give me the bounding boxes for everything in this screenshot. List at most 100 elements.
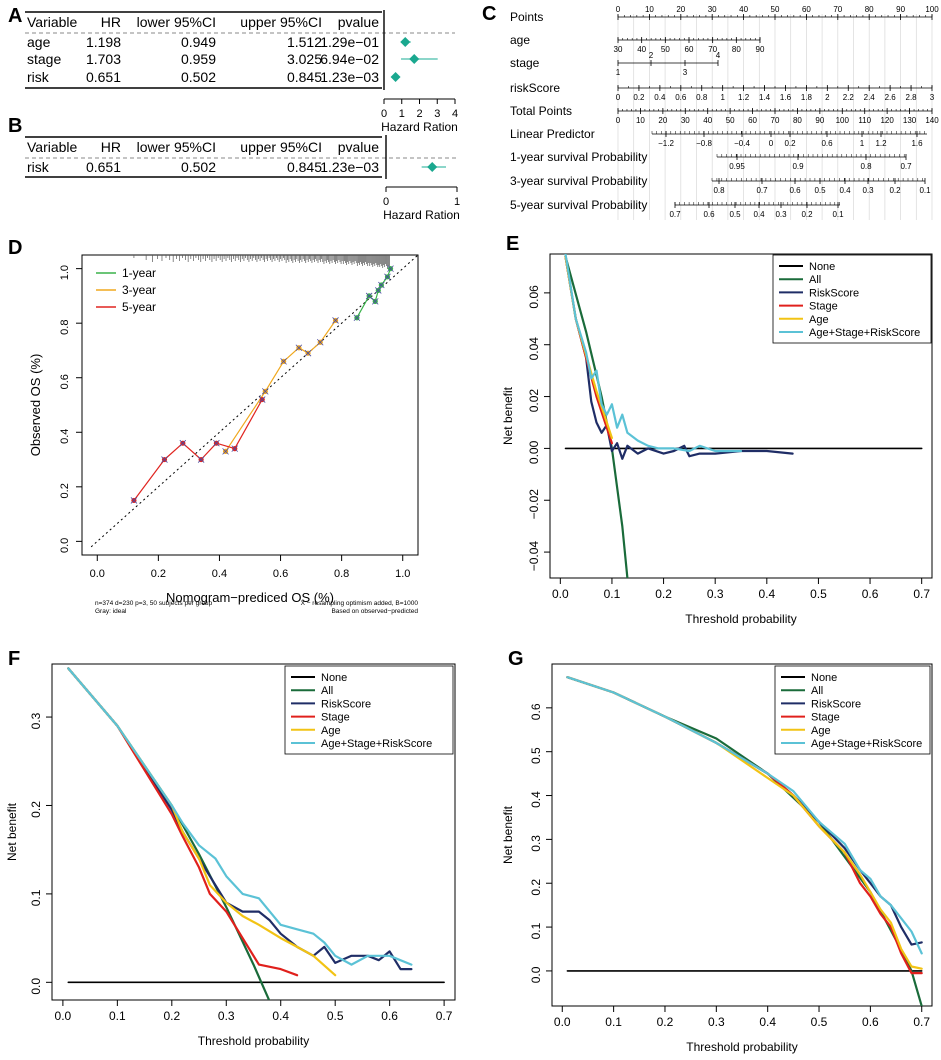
lp-tick-label: −0.8 [696, 139, 712, 148]
panel-label-b: B [8, 115, 22, 137]
hr-point [409, 54, 420, 64]
x-tick-label: 2 [416, 108, 422, 120]
total-points-tick-label: 10 [636, 116, 645, 125]
surv3-tick-label: 0.4 [839, 186, 851, 195]
panel-label-a: A [8, 5, 22, 27]
lp-tick-label: −1.2 [658, 139, 674, 148]
x-tick-label: 0.7 [913, 1015, 930, 1029]
optimism-x [387, 265, 394, 272]
surv5-tick-label: 0.3 [775, 210, 787, 219]
surv5-tick-label: 0.7 [669, 210, 681, 219]
surv3-tick-label: 0.6 [789, 186, 801, 195]
column-header: pvalue [338, 14, 379, 30]
legend-label: None [321, 672, 347, 684]
panel-label-g: G [508, 648, 524, 670]
series-group [67, 667, 445, 1000]
riskscore-tick-label: 1.2 [738, 93, 750, 102]
y-tick-label: 0.2 [529, 879, 543, 896]
y-tick-label: 0.0 [29, 978, 43, 995]
y-tick-label: −0.02 [527, 489, 541, 520]
legend-box [284, 665, 454, 755]
y-tick-label: 0.06 [527, 285, 541, 309]
row-pvalue: 1.23e−03 [320, 159, 379, 175]
x-tick-label: 0.6 [862, 1015, 879, 1029]
optimism-x [231, 445, 239, 452]
series-all [67, 667, 271, 1000]
legend-label: All [321, 685, 333, 697]
scale-label: stage [510, 56, 540, 70]
x-tick-label: 0.1 [109, 1009, 126, 1023]
legend-label: None [811, 672, 837, 684]
optimism-x [365, 292, 373, 300]
legend-label: Age+Stage+RiskScore [321, 738, 432, 750]
x-tick-label: 0.0 [554, 1015, 571, 1029]
y-tick-label: 0.8 [59, 320, 71, 335]
row-variable: stage [27, 51, 61, 67]
points-tick-label: 80 [865, 5, 874, 14]
y-tick-label: 0.1 [29, 889, 43, 906]
x-tick-label: 0.4 [758, 587, 775, 601]
row-upper-ci: 0.845 [287, 69, 322, 85]
series-all [564, 255, 629, 578]
x-tick-label: 0.3 [707, 587, 724, 601]
dca-plot-E: 0.0 0.1 0.2 0.3 0.4 0.5 0.6 0.7 −0.04 −0.02 0.00 0.… [501, 253, 933, 626]
x-tick-label: 0.3 [708, 1015, 725, 1029]
optimism-x [353, 314, 361, 322]
legend-label: Age+Stage+RiskScore [811, 738, 922, 750]
stage-tick-label: 3 [683, 68, 688, 77]
surv5-tick-label: 0.6 [703, 210, 715, 219]
age-tick-label: 50 [661, 45, 670, 54]
row-lower-ci: 0.502 [181, 69, 216, 85]
column-header: upper 95%CI [240, 14, 322, 30]
total-points-tick-label: 0 [616, 116, 621, 125]
plot-frame [551, 663, 933, 1007]
x-tick-label: 0.2 [657, 1015, 674, 1029]
lp-tick-label: 1.2 [875, 139, 887, 148]
series-age-stage-riskscore [67, 667, 413, 966]
y-axis-label: Net benefit [5, 802, 19, 861]
footnote-right: Based on observed−predicted [331, 608, 418, 615]
scale-label: Total Points [510, 104, 572, 118]
legend-label: Stage [321, 712, 350, 724]
surv1-tick-label: 0.8 [860, 162, 872, 171]
optimism-x [130, 497, 138, 504]
forest-B: Variable HR lower 95%CI upper 95%CI pvalue ri… [25, 135, 460, 222]
x-tick-label: 0.0 [90, 568, 105, 580]
row-upper-ci: 3.025 [287, 51, 322, 67]
x-tick-label: 0.2 [163, 1009, 180, 1023]
x-tick-label: 0.2 [151, 568, 166, 580]
riskscore-tick-label: 2.2 [843, 93, 855, 102]
legend-label: 3-year [122, 283, 156, 297]
footnote-right: X − resampling optimism added, B=1000 [301, 600, 419, 607]
total-points-tick-label: 70 [771, 116, 780, 125]
optimism-x [258, 396, 266, 403]
x-tick-label: 0.6 [381, 1009, 398, 1023]
x-tick-label: 0.6 [273, 568, 288, 580]
series-group [564, 254, 923, 578]
points-tick-label: 70 [833, 5, 842, 14]
surv5-tick-label: 0.2 [801, 210, 813, 219]
total-points-tick-label: 130 [903, 116, 917, 125]
riskscore-tick-label: 1.4 [759, 93, 771, 102]
optimism-x [375, 287, 382, 294]
lp-tick-label: 1 [860, 139, 865, 148]
optimism-x [179, 439, 187, 447]
total-points-tick-label: 40 [703, 116, 712, 125]
series-group [566, 676, 923, 1006]
series-5-year [133, 398, 263, 502]
lp-tick-label: 0.2 [784, 139, 796, 148]
x-tick-label: 0.5 [811, 1015, 828, 1029]
nomogram: Points age stage riskScore Total Points Linea… [510, 5, 939, 220]
y-tick-label: 0.2 [29, 801, 43, 818]
lp-tick-label: −0.4 [734, 139, 750, 148]
x-tick-label: 1.0 [395, 568, 410, 580]
y-tick-label: 0.0 [529, 966, 543, 983]
riskscore-tick-label: 0 [616, 93, 621, 102]
x-tick-label: 0.8 [334, 568, 349, 580]
optimism-x [213, 439, 220, 447]
points-tick-label: 90 [896, 5, 905, 14]
y-tick-label: 0.5 [529, 747, 543, 764]
total-points-tick-label: 30 [681, 116, 690, 125]
row-lower-ci: 0.949 [181, 34, 216, 50]
total-points-tick-label: 20 [658, 116, 667, 125]
